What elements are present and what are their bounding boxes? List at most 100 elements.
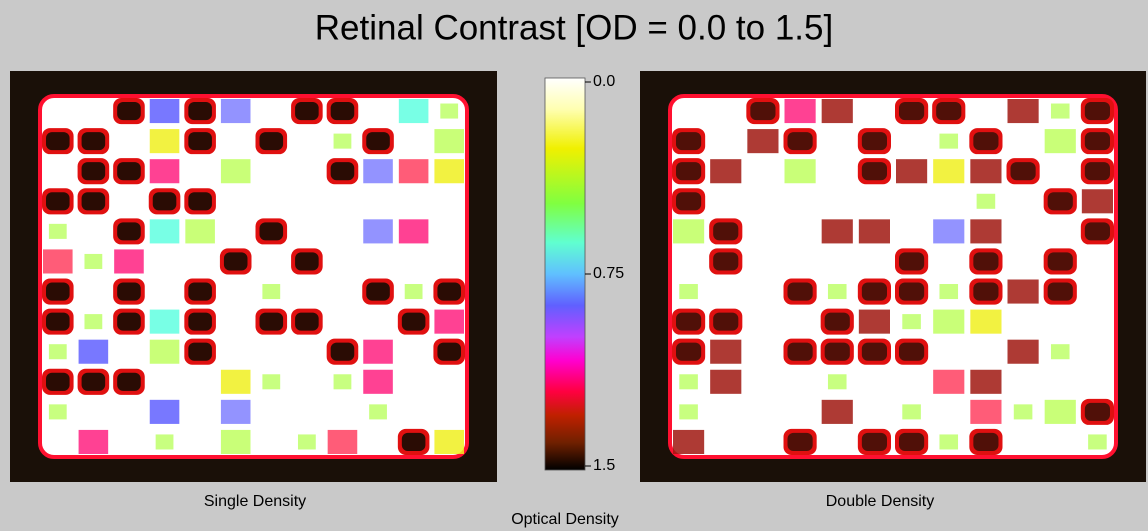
dark-core bbox=[188, 343, 212, 361]
green-cell bbox=[84, 254, 102, 269]
dark-core bbox=[437, 343, 461, 361]
green-cell bbox=[902, 404, 921, 419]
tint-cell bbox=[363, 159, 393, 183]
dark-core bbox=[82, 373, 106, 391]
dark-core bbox=[788, 433, 813, 451]
tint-cell bbox=[933, 159, 964, 183]
dark-core bbox=[188, 283, 212, 301]
dark-core bbox=[437, 283, 461, 301]
dark-core bbox=[899, 283, 924, 301]
tint-cell bbox=[150, 310, 180, 334]
dark-core bbox=[46, 283, 70, 301]
tint-cell bbox=[710, 340, 741, 364]
dark-core bbox=[82, 132, 106, 150]
dark-core bbox=[46, 373, 70, 391]
green-cell bbox=[828, 374, 847, 389]
dark-core bbox=[973, 283, 998, 301]
green-cell bbox=[262, 284, 280, 299]
dark-core bbox=[676, 132, 701, 150]
tint-cell bbox=[363, 219, 393, 243]
dark-core bbox=[899, 343, 924, 361]
colorbar-tick-label: 0.75 bbox=[593, 265, 624, 282]
green-cell bbox=[298, 434, 316, 449]
green-cell bbox=[939, 134, 958, 149]
dark-core bbox=[750, 102, 775, 120]
dark-core bbox=[1011, 162, 1036, 180]
tint-cell bbox=[328, 430, 358, 454]
double-density-pattern bbox=[670, 96, 1116, 457]
tint-cell bbox=[1008, 340, 1039, 364]
dark-core bbox=[973, 433, 998, 451]
green-cell bbox=[679, 404, 698, 419]
dark-core bbox=[862, 132, 887, 150]
tint-cell bbox=[970, 370, 1001, 394]
tint-cell bbox=[399, 219, 429, 243]
dark-core bbox=[117, 222, 141, 240]
dark-core bbox=[331, 343, 355, 361]
green-cell bbox=[1088, 434, 1107, 449]
tint-cell bbox=[859, 310, 890, 334]
tint-cell bbox=[1008, 99, 1039, 123]
tint-cell bbox=[221, 400, 251, 424]
tint-cell bbox=[221, 159, 251, 183]
tint-cell bbox=[970, 159, 1001, 183]
colorbar-label: Optical Density bbox=[511, 511, 619, 528]
dark-core bbox=[936, 102, 961, 120]
green-cell bbox=[156, 434, 174, 449]
green-cell bbox=[440, 104, 458, 119]
dark-core bbox=[899, 433, 924, 451]
tint-cell bbox=[221, 99, 251, 123]
dark-core bbox=[862, 343, 887, 361]
dark-core bbox=[1048, 192, 1073, 210]
tint-cell bbox=[785, 99, 816, 123]
green-cell bbox=[369, 404, 387, 419]
dark-core bbox=[676, 343, 701, 361]
dark-core bbox=[1048, 252, 1073, 270]
tint-cell bbox=[710, 159, 741, 183]
title: Retinal Contrast [OD = 0.0 to 1.5] bbox=[315, 8, 833, 47]
tint-cell bbox=[933, 219, 964, 243]
green-cell bbox=[939, 284, 958, 299]
dark-core bbox=[331, 102, 355, 120]
tint-cell bbox=[43, 249, 73, 273]
dark-core bbox=[1048, 283, 1073, 301]
tint-cell bbox=[896, 159, 927, 183]
tint-cell bbox=[673, 430, 704, 454]
dark-core bbox=[973, 252, 998, 270]
dark-core bbox=[402, 313, 426, 331]
tint-cell bbox=[363, 370, 393, 394]
green-cell bbox=[334, 374, 352, 389]
page: {"header": {"title": "Retinal Contrast [… bbox=[0, 0, 1148, 531]
green-cell bbox=[939, 434, 958, 449]
dark-core bbox=[676, 162, 701, 180]
green-cell bbox=[49, 224, 67, 239]
tint-cell bbox=[434, 129, 464, 153]
green-cell bbox=[828, 284, 847, 299]
dark-core bbox=[1085, 102, 1110, 120]
tint-cell bbox=[434, 310, 464, 334]
green-cell bbox=[1051, 344, 1070, 359]
dark-core bbox=[260, 222, 284, 240]
tint-cell bbox=[399, 159, 429, 183]
tint-cell bbox=[859, 219, 890, 243]
green-cell bbox=[902, 314, 921, 329]
dark-core bbox=[862, 433, 887, 451]
dark-core bbox=[825, 343, 850, 361]
green-cell bbox=[679, 374, 698, 389]
tint-cell bbox=[1045, 400, 1076, 424]
tint-cell bbox=[970, 219, 1001, 243]
dark-core bbox=[331, 162, 355, 180]
dark-core bbox=[260, 132, 284, 150]
dark-core bbox=[46, 192, 70, 210]
green-cell bbox=[334, 134, 352, 149]
dark-core bbox=[82, 162, 106, 180]
dark-core bbox=[117, 102, 141, 120]
tint-cell bbox=[822, 400, 853, 424]
panel-label: Double Density bbox=[826, 493, 935, 510]
tint-cell bbox=[150, 340, 180, 364]
dark-core bbox=[260, 313, 284, 331]
green-cell bbox=[977, 194, 996, 209]
green-cell bbox=[84, 314, 102, 329]
colorbar bbox=[545, 78, 585, 470]
dark-core bbox=[153, 192, 177, 210]
